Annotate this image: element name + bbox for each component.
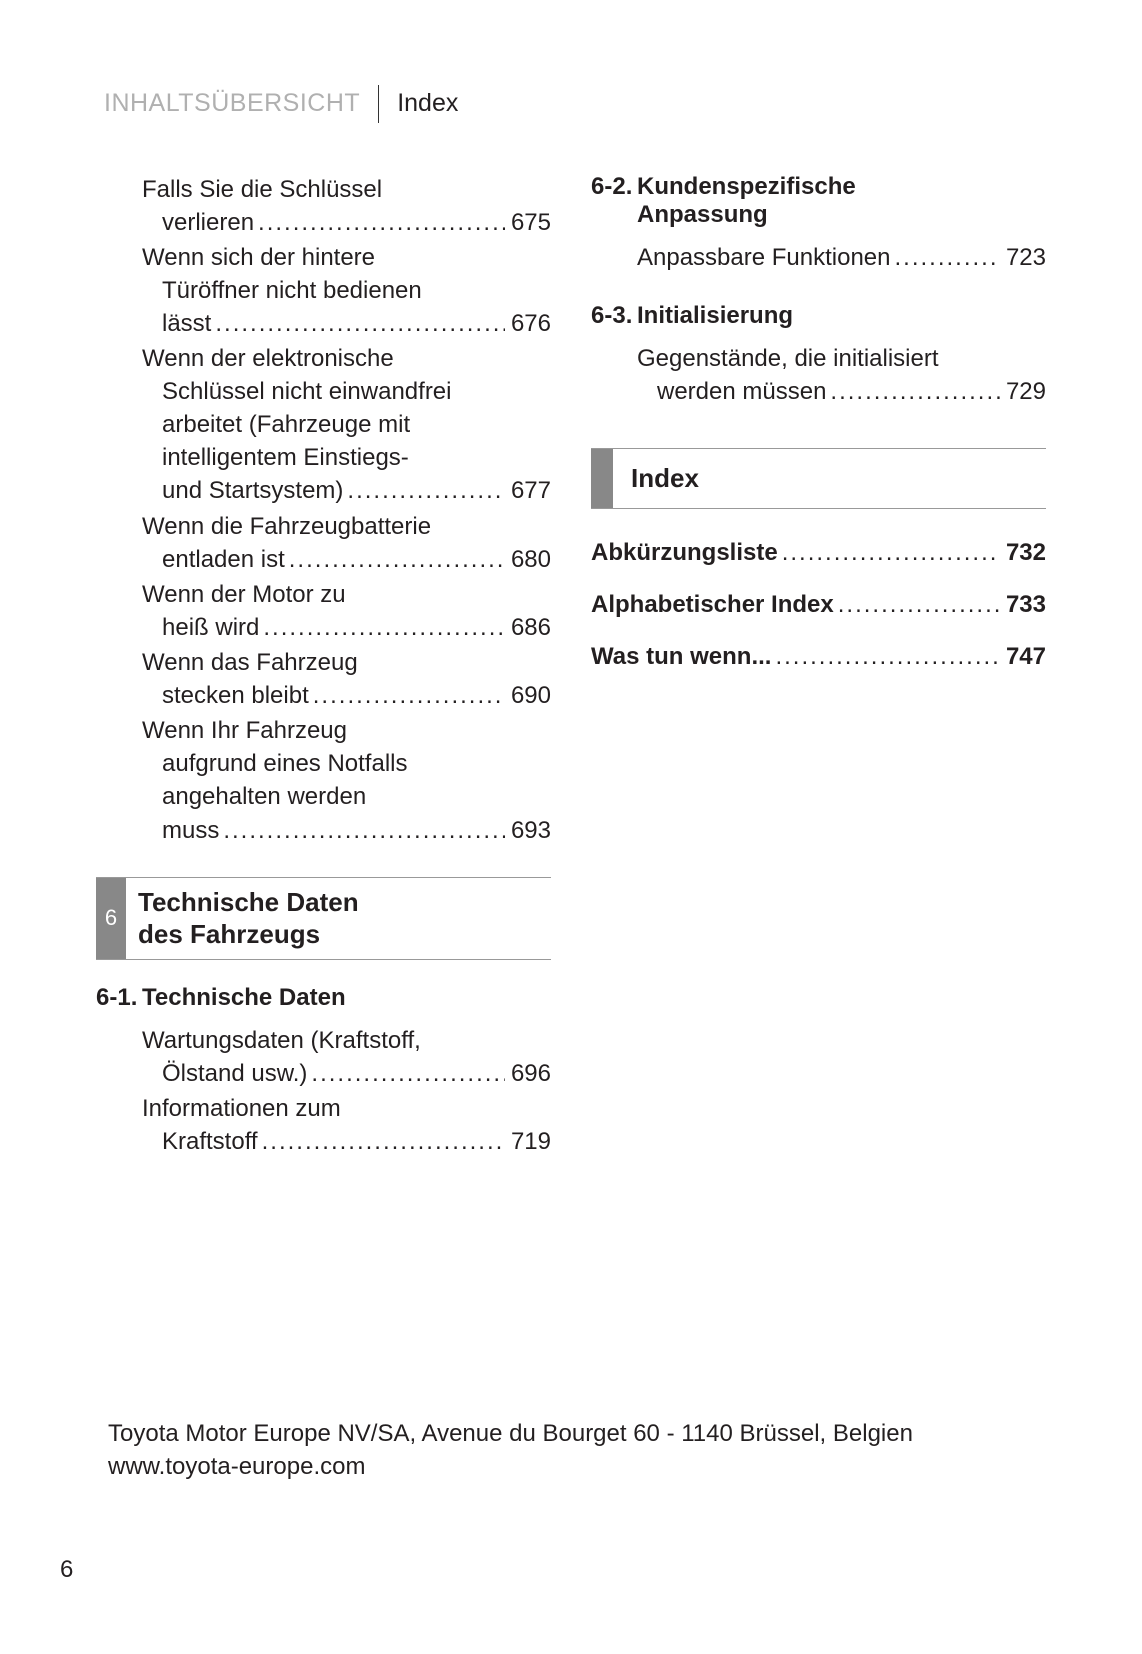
toc-entry: Wenn sich der hintereTüröffner nicht bed… <box>96 241 551 340</box>
toc-page: 696 <box>505 1057 551 1090</box>
index-page: 732 <box>1000 539 1046 567</box>
content-columns: Falls Sie die Schlüsselverlieren........… <box>96 173 1046 1161</box>
toc-page: 723 <box>1000 241 1046 274</box>
toc-entry: Falls Sie die Schlüsselverlieren........… <box>96 173 551 239</box>
index-entry: Abkürzungsliste.........................… <box>591 539 1046 567</box>
subsection-6-3: 6-3. Initialisierung <box>591 302 1046 330</box>
toc-entry: Wenn Ihr Fahrzeugaufgrund eines Notfalls… <box>96 714 551 846</box>
index-entry: Was tun wenn............................… <box>591 643 1046 671</box>
index-bar <box>591 449 613 508</box>
index-title: Index <box>613 449 717 508</box>
toc-page: 686 <box>505 611 551 644</box>
subsection-6-2: 6-2. Kundenspezifische Anpassung <box>591 173 1046 229</box>
index-header: Index <box>591 448 1046 509</box>
toc-page: 676 <box>505 307 551 340</box>
toc-entry: Wenn der elektronischeSchlüssel nicht ei… <box>96 342 551 508</box>
toc-page: 677 <box>505 474 551 507</box>
toc-entry: Wenn die Fahrzeugbatterieentladen ist...… <box>96 510 551 576</box>
subsection-6-1: 6-1. Technische Daten <box>96 984 551 1012</box>
right-column: 6-2. Kundenspezifische Anpassung Anpassb… <box>591 173 1046 1161</box>
footer-address: Toyota Motor Europe NV/SA, Avenue du Bou… <box>108 1417 1046 1451</box>
footer-url: www.toyota-europe.com <box>108 1450 1046 1484</box>
left-column: Falls Sie die Schlüsselverlieren........… <box>96 173 551 1161</box>
toc-entry: Informationen zumKraftstoff.............… <box>96 1092 551 1158</box>
header-subsection: Index <box>379 89 458 118</box>
page-number: 6 <box>60 1556 73 1584</box>
toc-page: 693 <box>505 814 551 847</box>
index-page: 733 <box>1000 591 1046 619</box>
toc-page: 690 <box>505 679 551 712</box>
toc-entry: Wenn der Motor zuheiß wird..............… <box>96 578 551 644</box>
toc-entry: Wenn das Fahrzeugstecken bleibt.........… <box>96 646 551 712</box>
chapter-header: 6 Technische Daten des Fahrzeugs <box>96 877 551 960</box>
toc-page: 675 <box>505 206 551 239</box>
footer: Toyota Motor Europe NV/SA, Avenue du Bou… <box>108 1417 1046 1484</box>
toc-entry: Gegenstände, die initialisiertwerden müs… <box>591 342 1046 408</box>
toc-page: 719 <box>505 1125 551 1158</box>
index-entry: Alphabetischer Index....................… <box>591 591 1046 619</box>
header-section: INHALTSÜBERSICHT <box>104 85 379 123</box>
toc-entry: Wartungsdaten (Kraftstoff,Ölstand usw.).… <box>96 1024 551 1090</box>
toc-page: 680 <box>505 543 551 576</box>
toc-entry: Anpassbare Funktionen...................… <box>591 241 1046 274</box>
chapter-title: Technische Daten des Fahrzeugs <box>126 878 371 959</box>
chapter-number: 6 <box>96 878 126 959</box>
toc-page: 729 <box>1000 375 1046 408</box>
page-header: INHALTSÜBERSICHT Index <box>96 85 1046 123</box>
index-page: 747 <box>1000 643 1046 671</box>
